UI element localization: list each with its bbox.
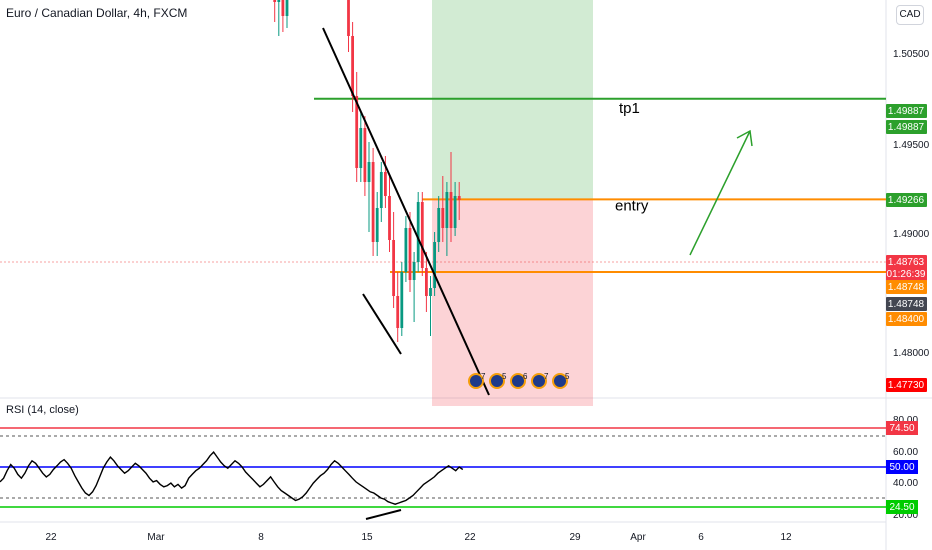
rsi-level-badge[interactable] xyxy=(886,421,918,435)
candle-body[interactable] xyxy=(425,268,428,296)
candle-body[interactable] xyxy=(441,208,445,228)
target-arrow-head xyxy=(736,129,753,147)
time-tick-label: Mar xyxy=(147,532,165,543)
price-label-text: 1.49266 xyxy=(888,195,925,206)
candle-body[interactable] xyxy=(392,240,395,296)
event-count: 7 xyxy=(544,372,549,381)
candle-body[interactable] xyxy=(449,192,453,228)
time-tick-label: 29 xyxy=(569,532,581,543)
time-tick-label: 15 xyxy=(361,532,373,543)
price-label-text: 1.49887 xyxy=(888,122,925,133)
price-label-badge[interactable] xyxy=(886,312,927,326)
candle-body[interactable] xyxy=(445,192,449,228)
price-label-badge[interactable] xyxy=(886,255,927,281)
rsi-tick-label: 20.00 xyxy=(893,510,918,521)
loss-zone[interactable] xyxy=(432,199,593,406)
candle-body[interactable] xyxy=(429,288,432,296)
candle-body[interactable] xyxy=(285,0,289,16)
price-label-badge[interactable] xyxy=(886,297,927,311)
candle-body[interactable] xyxy=(408,228,412,280)
economic-event-icon[interactable] xyxy=(552,373,568,389)
target-arrow-shaft[interactable] xyxy=(689,130,751,256)
price-tick-label: 1.49000 xyxy=(893,229,930,240)
time-tick-label: Apr xyxy=(630,532,646,543)
falling-wedge-upper-line[interactable] xyxy=(322,27,490,396)
candle-body[interactable] xyxy=(277,0,281,2)
time-tick-label: 8 xyxy=(258,532,264,543)
rsi-divergence-line[interactable] xyxy=(365,509,402,520)
candle-body[interactable] xyxy=(400,272,404,328)
candle-body[interactable] xyxy=(412,262,416,280)
rsi-level-badge[interactable] xyxy=(886,460,918,474)
rsi-title: RSI (14, close) xyxy=(6,404,79,416)
rsi-tick-label: 60.00 xyxy=(893,447,918,458)
rsi-level-text: 74.50 xyxy=(889,423,914,434)
candle-body[interactable] xyxy=(363,128,367,182)
rsi-level-badge[interactable] xyxy=(886,500,918,514)
candle-body[interactable] xyxy=(281,0,285,16)
candle-body[interactable] xyxy=(404,228,408,272)
candle-body[interactable] xyxy=(388,196,391,240)
line-label-entry: entry xyxy=(615,197,649,214)
candle-body[interactable] xyxy=(437,208,441,242)
candle-body[interactable] xyxy=(384,172,387,196)
candle-body[interactable] xyxy=(355,96,359,168)
price-tick-label: 1.49500 xyxy=(893,140,930,151)
event-count: 7 xyxy=(481,372,486,381)
currency-button[interactable]: CAD xyxy=(896,5,924,25)
price-label-text: 1.48748 xyxy=(888,282,925,293)
event-count: 5 xyxy=(565,372,570,381)
time-tick-label: 6 xyxy=(698,532,704,543)
economic-event-icon[interactable] xyxy=(531,373,547,389)
candle-body[interactable] xyxy=(433,242,436,288)
rsi-level-text: 50.00 xyxy=(889,462,914,473)
candle-body[interactable] xyxy=(371,162,375,242)
rsi-level-text: 24.50 xyxy=(889,502,914,513)
rsi-tick-label: 80.00 xyxy=(893,415,918,426)
price-label-text: 1.47730 xyxy=(888,380,925,391)
price-label-text: 1.48763 xyxy=(888,257,925,268)
chart-title: Euro / Canadian Dollar, 4h, FXCM xyxy=(6,6,188,20)
candle-body[interactable] xyxy=(453,196,457,228)
price-label-badge[interactable] xyxy=(886,120,927,134)
price-label-text: 1.48748 xyxy=(888,299,925,310)
candle-body[interactable] xyxy=(379,172,383,208)
time-tick-label: 22 xyxy=(464,532,476,543)
candle-body[interactable] xyxy=(273,0,277,2)
candle-body[interactable] xyxy=(396,296,400,328)
candle-body[interactable] xyxy=(347,0,350,36)
price-tick-label: 1.50500 xyxy=(893,49,930,60)
event-count: 6 xyxy=(523,372,528,381)
candle-body[interactable] xyxy=(367,162,371,182)
price-tick-label: 1.48000 xyxy=(893,348,930,359)
time-tick-label: 22 xyxy=(45,532,57,543)
rsi-line[interactable] xyxy=(0,451,464,505)
countdown-text: 01:26:39 xyxy=(887,269,926,280)
candle-body[interactable] xyxy=(457,196,461,200)
falling-wedge-lower-line[interactable] xyxy=(362,293,402,355)
time-tick-label: 12 xyxy=(780,532,792,543)
price-label-text: 1.48400 xyxy=(888,314,925,325)
rsi-tick-label: 40.00 xyxy=(893,478,918,489)
price-label-badge[interactable] xyxy=(886,280,927,294)
candle-body[interactable] xyxy=(359,128,363,168)
candle-body[interactable] xyxy=(416,202,420,262)
candle-body[interactable] xyxy=(351,36,354,96)
economic-event-icon[interactable] xyxy=(510,373,526,389)
economic-event-icon[interactable] xyxy=(468,373,484,389)
price-label-badge[interactable] xyxy=(886,193,927,207)
price-label-badge[interactable] xyxy=(886,378,927,392)
candle-body[interactable] xyxy=(420,202,424,268)
event-count: 5 xyxy=(502,372,507,381)
line-label-tp1: tp1 xyxy=(619,100,640,117)
economic-event-icon[interactable] xyxy=(489,373,505,389)
candle-body[interactable] xyxy=(375,208,379,242)
price-label-badge[interactable] xyxy=(886,104,927,118)
price-label-text: 1.49887 xyxy=(888,106,925,117)
